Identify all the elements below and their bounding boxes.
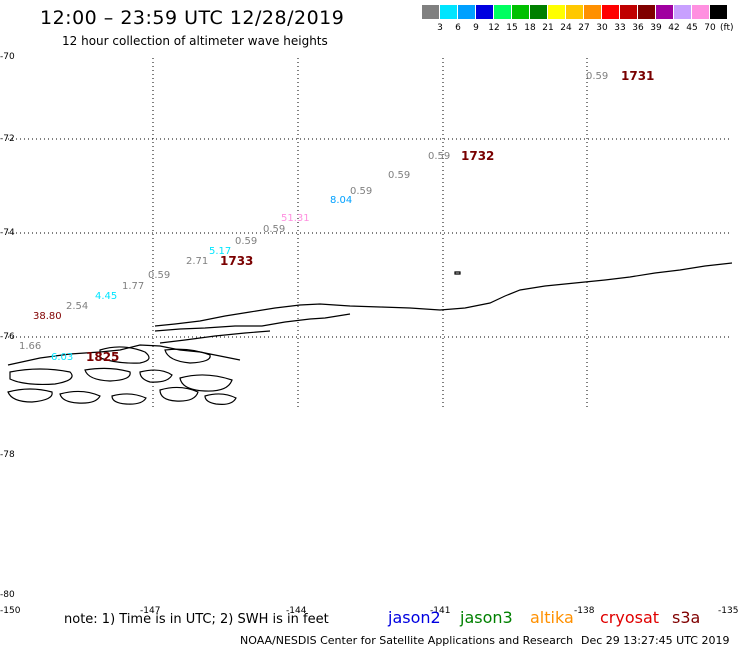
wave-height-value: 0.59 (235, 236, 257, 247)
scale-unit: (ft) (720, 23, 734, 33)
scale-swatch (620, 5, 637, 19)
scale-swatch (638, 5, 655, 19)
scale-swatch (458, 5, 475, 19)
generated-timestamp: Dec 29 13:27:45 UTC 2019 (581, 634, 730, 647)
scale-label: 36 (632, 23, 644, 33)
coast-lower (159, 330, 271, 344)
scale-swatch (494, 5, 511, 19)
map-title: 12:00 – 23:59 UTC 12/28/2019 (40, 7, 345, 29)
ice-shelf-edge (154, 262, 733, 327)
island-4 (84, 367, 131, 382)
satellite-legend-item: altika (530, 608, 574, 627)
pass-time-label: 1732 (461, 149, 494, 163)
scale-swatch (530, 5, 547, 19)
lat-label: -74 (0, 228, 15, 238)
scale-label: 21 (542, 23, 554, 33)
scale-swatch (422, 5, 439, 19)
scale-swatch (440, 5, 457, 19)
scale-label: 33 (614, 23, 626, 33)
wave-height-value: 51.31 (281, 213, 310, 224)
island-11 (204, 393, 237, 405)
island-1 (99, 346, 150, 364)
scale-swatch (674, 5, 691, 19)
lon-label: -141 (430, 606, 451, 616)
scale-label: 42 (668, 23, 680, 33)
coast-upper (154, 313, 351, 332)
lon-label: -150 (0, 606, 21, 616)
wave-height-value: 2.54 (66, 301, 88, 312)
island-9 (111, 393, 147, 405)
wave-height-value: 38.80 (33, 311, 62, 322)
island-6 (179, 374, 233, 392)
wave-height-value: 2.71 (186, 256, 208, 267)
pass-time-labels: 1731 1732 1733 1825 (86, 69, 654, 364)
satellite-legend-item: jason3 (460, 608, 513, 627)
scale-label: 30 (596, 23, 608, 33)
islet (454, 271, 461, 275)
map-subtitle: 12 hour collection of altimeter wave hei… (62, 34, 328, 48)
island-7 (7, 388, 53, 403)
lat-label: -80 (0, 590, 15, 600)
lat-label: -76 (0, 332, 15, 342)
island-8 (59, 390, 101, 404)
island-5 (139, 369, 173, 383)
wave-height-value: 0.59 (428, 151, 450, 162)
lat-label: -70 (0, 52, 15, 62)
wave-height-value: 1.77 (122, 281, 144, 292)
observation-labels: 0.590.590.598.040.5951.310.590.595.172.7… (19, 71, 608, 363)
scale-label: 12 (488, 23, 500, 33)
scale-label: 9 (473, 23, 479, 33)
satellite-legend-item: cryosat (600, 608, 660, 627)
coastline (7, 262, 733, 405)
wave-height-value: 0.59 (350, 186, 372, 197)
lon-label: -144 (286, 606, 307, 616)
scale-swatch (602, 5, 619, 19)
scale-label: 3 (437, 23, 443, 33)
scale-swatch (584, 5, 601, 19)
scale-label: 70 (704, 23, 716, 33)
satellite-legend-item: jason2 (388, 608, 441, 627)
scale-label: 15 (506, 23, 518, 33)
lat-label: -78 (0, 450, 15, 460)
wave-height-value: 0.59 (388, 170, 410, 181)
wave-height-value: 8.04 (330, 195, 352, 206)
pass-time-label: 1733 (220, 254, 253, 268)
island-2 (164, 348, 211, 364)
wave-height-value: 4.45 (95, 291, 117, 302)
graticule (8, 58, 732, 408)
scale-swatch (512, 5, 529, 19)
lon-label: -147 (140, 606, 161, 616)
island-10 (159, 386, 199, 402)
wave-height-value: 0.59 (148, 270, 170, 281)
coast-inlet (7, 344, 241, 366)
scale-label: 27 (578, 23, 590, 33)
pass-time-label: 1731 (621, 69, 654, 83)
scale-swatch (548, 5, 565, 19)
wave-height-value: 0.59 (586, 71, 608, 82)
scale-label: 45 (686, 23, 698, 33)
wave-height-value: 0.59 (263, 224, 285, 235)
lat-label: -72 (0, 134, 15, 144)
scale-label: 6 (455, 23, 461, 33)
scale-swatch (710, 5, 727, 19)
lon-label: -135 (718, 606, 739, 616)
scale-label: 24 (560, 23, 572, 33)
scale-swatch (476, 5, 493, 19)
island-3 (9, 368, 73, 386)
wave-height-value: 1.66 (19, 341, 41, 352)
satellite-legend-item: s3a (672, 608, 701, 627)
scale-label: 18 (524, 23, 536, 33)
scale-label: 39 (650, 23, 662, 33)
footer-note: note: 1) Time is in UTC; 2) SWH is in fe… (64, 612, 329, 627)
scale-swatch (692, 5, 709, 19)
wave-height-value: 5.17 (209, 246, 231, 257)
pass-time-label: 1825 (86, 350, 119, 364)
wave-height-value: 6.03 (51, 352, 73, 363)
scale-swatch (566, 5, 583, 19)
scale-swatch (656, 5, 673, 19)
credit-line: NOAA/NESDIS Center for Satellite Applica… (240, 634, 574, 647)
lon-label: -138 (574, 606, 595, 616)
